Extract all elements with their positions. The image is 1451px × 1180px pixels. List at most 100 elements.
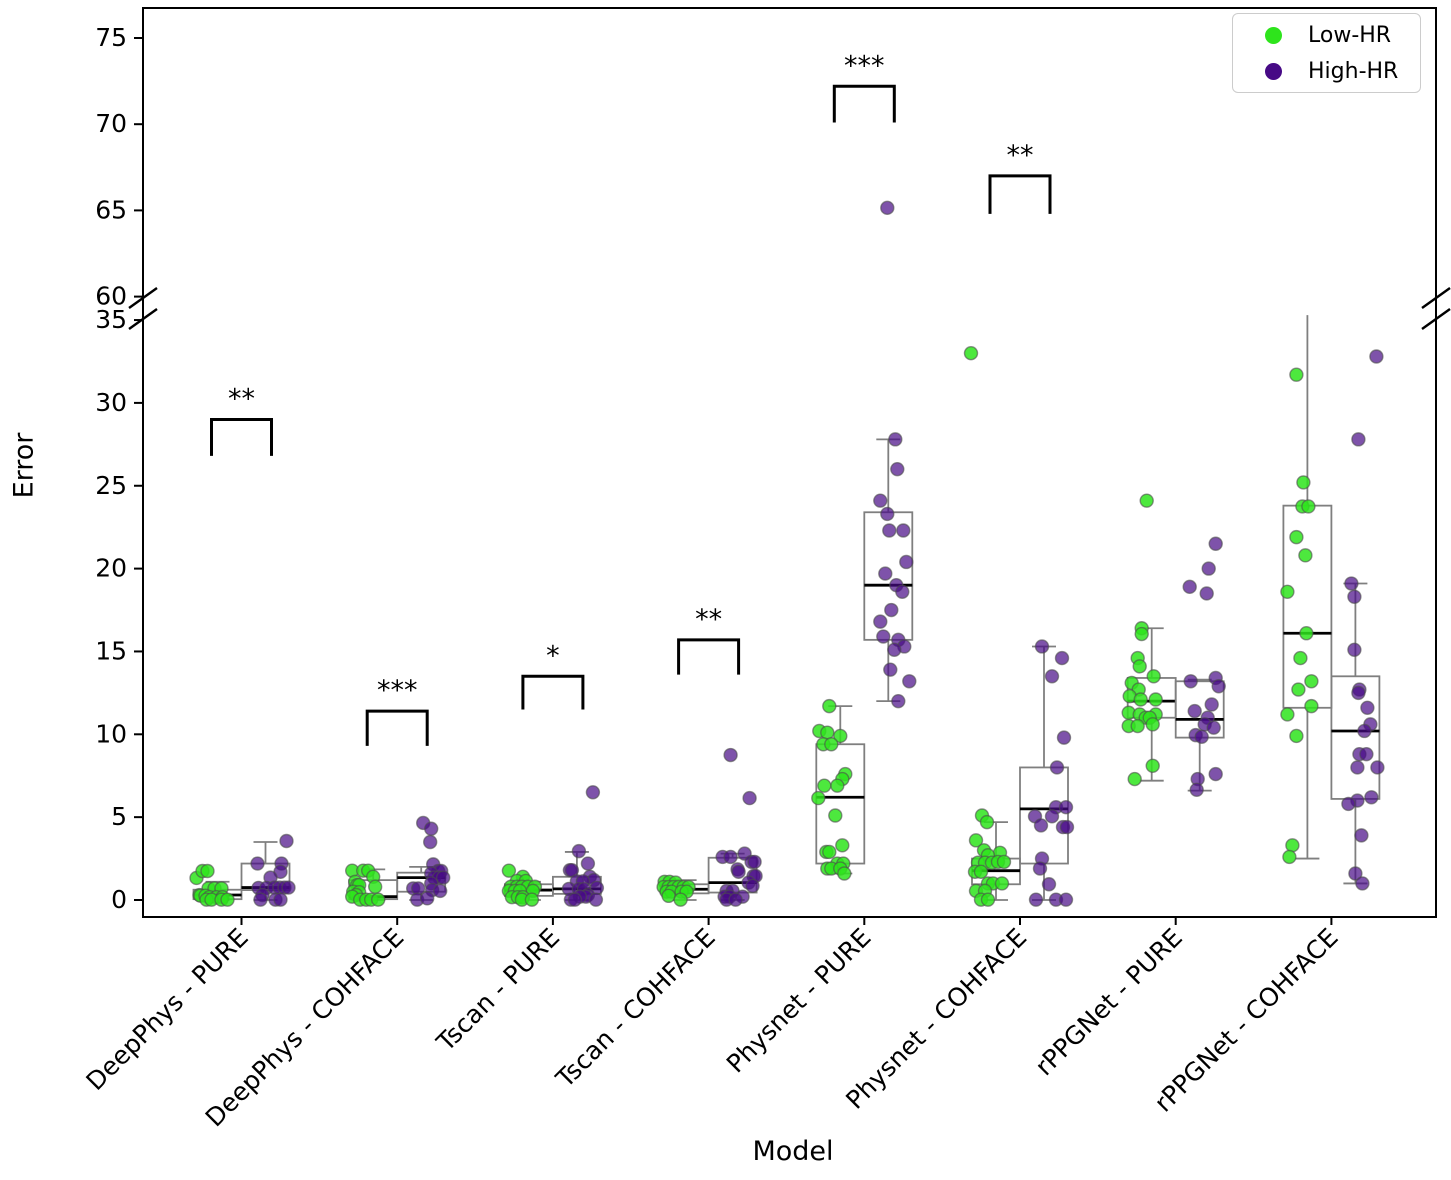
- data-point: [980, 892, 996, 907]
- data-point: [1206, 720, 1221, 735]
- data-point: [1145, 758, 1160, 773]
- iqr-box: [1019, 766, 1069, 865]
- data-point: [524, 892, 540, 907]
- data-point: [1058, 892, 1074, 907]
- data-point: [890, 461, 905, 477]
- data-point: [1299, 626, 1314, 641]
- significance-stars: ***: [844, 50, 885, 81]
- data-point: [1049, 760, 1065, 775]
- data-point: [1208, 766, 1223, 782]
- y-tick-label: 65: [95, 195, 127, 224]
- data-point: [424, 821, 439, 836]
- data-point: [571, 843, 587, 859]
- data-point: [1347, 589, 1362, 604]
- model-group: Tscan - PURE: [430, 785, 605, 1057]
- data-point: [1341, 796, 1356, 812]
- legend-item-low-hr[interactable]: Low-HR: [1243, 19, 1410, 51]
- data-point: [1282, 849, 1297, 865]
- y-tick-label: 20: [95, 554, 127, 583]
- bracket-line: [365, 709, 429, 746]
- box-high-hr: [1330, 349, 1385, 891]
- data-point: [1293, 650, 1308, 666]
- data-point: [742, 790, 757, 806]
- data-point: [1304, 698, 1319, 714]
- data-point: [1301, 499, 1316, 514]
- significance-bracket: **: [988, 140, 1052, 214]
- box-high-hr: [1019, 639, 1075, 907]
- box-high-hr: [863, 200, 917, 709]
- data-point: [1033, 818, 1049, 833]
- x-tick-label: Physnet - PURE: [721, 923, 877, 1079]
- data-point: [963, 345, 979, 361]
- box-low-hr: [1121, 493, 1177, 787]
- data-point: [1028, 892, 1044, 907]
- data-point: [1201, 561, 1216, 576]
- data-point: [501, 863, 517, 878]
- legend-item-high-hr[interactable]: High-HR: [1243, 55, 1410, 87]
- data-point: [1289, 367, 1304, 382]
- data-point: [880, 200, 895, 216]
- data-point: [882, 523, 897, 538]
- data-point: [1139, 493, 1154, 508]
- box-high-hr: [552, 785, 605, 907]
- box-high-hr: [240, 833, 296, 907]
- box-low-hr: [189, 863, 243, 907]
- data-point: [1357, 723, 1372, 739]
- y-tick-label: 15: [95, 636, 127, 665]
- x-tick-label: DeepPhys - PURE: [80, 923, 253, 1096]
- data-point: [833, 728, 848, 744]
- data-point: [1032, 861, 1048, 876]
- data-point: [436, 870, 451, 885]
- data-point: [1291, 682, 1306, 697]
- data-point: [994, 876, 1010, 891]
- box-low-hr: [656, 874, 710, 907]
- data-point: [899, 554, 914, 570]
- data-point: [1351, 685, 1366, 701]
- data-point: [895, 584, 910, 599]
- y-tick-label: 35: [95, 305, 127, 334]
- data-point: [673, 892, 688, 907]
- data-point: [835, 838, 850, 853]
- x-tick-label: Physnet - COHFACE: [840, 923, 1032, 1115]
- box-high-hr: [396, 815, 451, 907]
- data-point: [567, 892, 583, 907]
- legend-label-low-hr: Low-HR: [1308, 22, 1392, 48]
- data-point: [880, 506, 895, 522]
- data-point: [250, 856, 265, 871]
- model-group: rPPGNet - PURE: [1029, 493, 1226, 1081]
- model-group: Tscan - COHFACE: [550, 747, 763, 1094]
- data-point: [873, 493, 888, 508]
- significance-stars: *: [546, 640, 560, 671]
- data-point: [1148, 692, 1163, 707]
- data-point: [968, 833, 984, 848]
- data-point: [1211, 679, 1226, 694]
- data-point: [1296, 475, 1311, 490]
- data-point: [745, 878, 760, 894]
- data-point: [1354, 828, 1369, 843]
- data-point: [1199, 586, 1214, 601]
- data-point: [1355, 876, 1370, 891]
- data-point: [1280, 584, 1295, 599]
- low-hr-marker-icon: [1265, 26, 1282, 44]
- data-point: [822, 844, 837, 860]
- data-point: [281, 880, 296, 895]
- data-point: [1132, 659, 1147, 674]
- data-point: [1360, 700, 1375, 715]
- data-point: [996, 854, 1012, 870]
- data-point: [253, 892, 268, 907]
- data-point: [580, 856, 596, 871]
- data-point: [1059, 819, 1075, 835]
- y-tick-label: 10: [95, 719, 127, 748]
- data-point: [273, 892, 288, 907]
- data-point: [1348, 866, 1363, 881]
- y-tick-label: 5: [111, 802, 127, 831]
- model-group: Physnet - PURE: [721, 200, 917, 1079]
- box-low-hr: [1280, 315, 1333, 865]
- data-point: [979, 814, 995, 830]
- data-point: [1194, 729, 1209, 744]
- data-point: [200, 863, 215, 879]
- significance-stars: **: [228, 383, 255, 414]
- y-tick-label: 75: [95, 23, 127, 52]
